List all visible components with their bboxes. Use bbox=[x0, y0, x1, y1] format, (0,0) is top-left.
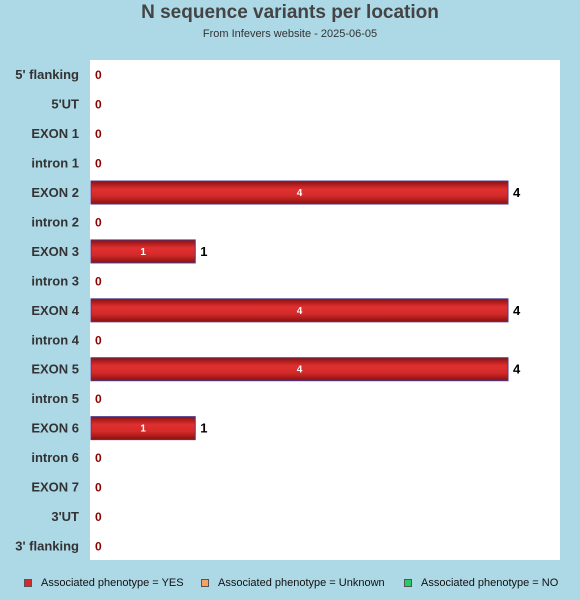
bar-chart: 5' flanking 0 5'UT 0 EXON 1 0 intron 1 0 EXON 2 4… bbox=[15, 60, 560, 560]
legend-swatch bbox=[201, 579, 209, 587]
legend-item: Associated phenotype = Unknown bbox=[201, 575, 385, 591]
total-label: 0 bbox=[95, 333, 102, 347]
legend: Associated phenotype = YES Associated phe… bbox=[0, 575, 580, 591]
category-label: intron 4 bbox=[31, 332, 79, 347]
bar bbox=[90, 180, 509, 205]
category-label: 3'UT bbox=[51, 509, 79, 524]
category-label: intron 5 bbox=[31, 391, 79, 406]
legend-item: Associated phenotype = NO bbox=[404, 575, 558, 591]
bar-inner-label: 4 bbox=[297, 365, 303, 376]
category-label: 5' flanking bbox=[15, 67, 79, 82]
legend-label: Associated phenotype = NO bbox=[421, 577, 559, 589]
bar bbox=[90, 298, 509, 323]
total-label: 4 bbox=[513, 362, 521, 377]
bar bbox=[90, 239, 196, 264]
bar-inner-label: 1 bbox=[140, 424, 146, 435]
legend-item: Associated phenotype = YES bbox=[24, 575, 184, 591]
total-label: 0 bbox=[95, 539, 102, 553]
legend-label: Associated phenotype = YES bbox=[41, 577, 184, 589]
total-label: 0 bbox=[95, 127, 102, 141]
total-label: 4 bbox=[513, 303, 521, 318]
total-label: 4 bbox=[513, 185, 521, 200]
total-label: 0 bbox=[95, 510, 102, 524]
category-label: intron 3 bbox=[31, 273, 79, 288]
total-label: 0 bbox=[95, 157, 102, 171]
total-label: 1 bbox=[200, 244, 207, 259]
category-label: 5'UT bbox=[51, 97, 79, 112]
total-label: 0 bbox=[95, 215, 102, 229]
chart-title: N sequence variants per location bbox=[141, 2, 439, 23]
total-label: 0 bbox=[95, 98, 102, 112]
legend-label: Associated phenotype = Unknown bbox=[218, 577, 385, 589]
category-label: EXON 2 bbox=[31, 185, 79, 200]
bar bbox=[90, 416, 196, 441]
total-label: 0 bbox=[95, 481, 102, 495]
total-label: 0 bbox=[95, 451, 102, 465]
bar-inner-label: 4 bbox=[297, 306, 303, 317]
legend-swatch bbox=[404, 579, 412, 587]
category-label: EXON 6 bbox=[31, 421, 79, 436]
total-label: 0 bbox=[95, 392, 102, 406]
category-label: intron 2 bbox=[31, 214, 79, 229]
bar-inner-label: 1 bbox=[140, 247, 146, 258]
category-label: 3' flanking bbox=[15, 538, 79, 553]
category-label: EXON 7 bbox=[31, 480, 79, 495]
category-label: intron 6 bbox=[31, 450, 79, 465]
category-label: EXON 1 bbox=[31, 126, 79, 141]
bar-inner-label: 4 bbox=[297, 188, 303, 199]
total-label: 1 bbox=[200, 421, 207, 436]
legend-swatch bbox=[24, 579, 32, 587]
category-label: EXON 5 bbox=[31, 362, 79, 377]
total-label: 0 bbox=[95, 274, 102, 288]
total-label: 0 bbox=[95, 68, 102, 82]
chart-subtitle: From Infevers website - 2025-06-05 bbox=[202, 28, 378, 40]
category-label: EXON 3 bbox=[31, 244, 79, 259]
category-label: intron 1 bbox=[31, 156, 79, 171]
category-label: EXON 4 bbox=[31, 303, 79, 318]
bar bbox=[90, 357, 509, 382]
